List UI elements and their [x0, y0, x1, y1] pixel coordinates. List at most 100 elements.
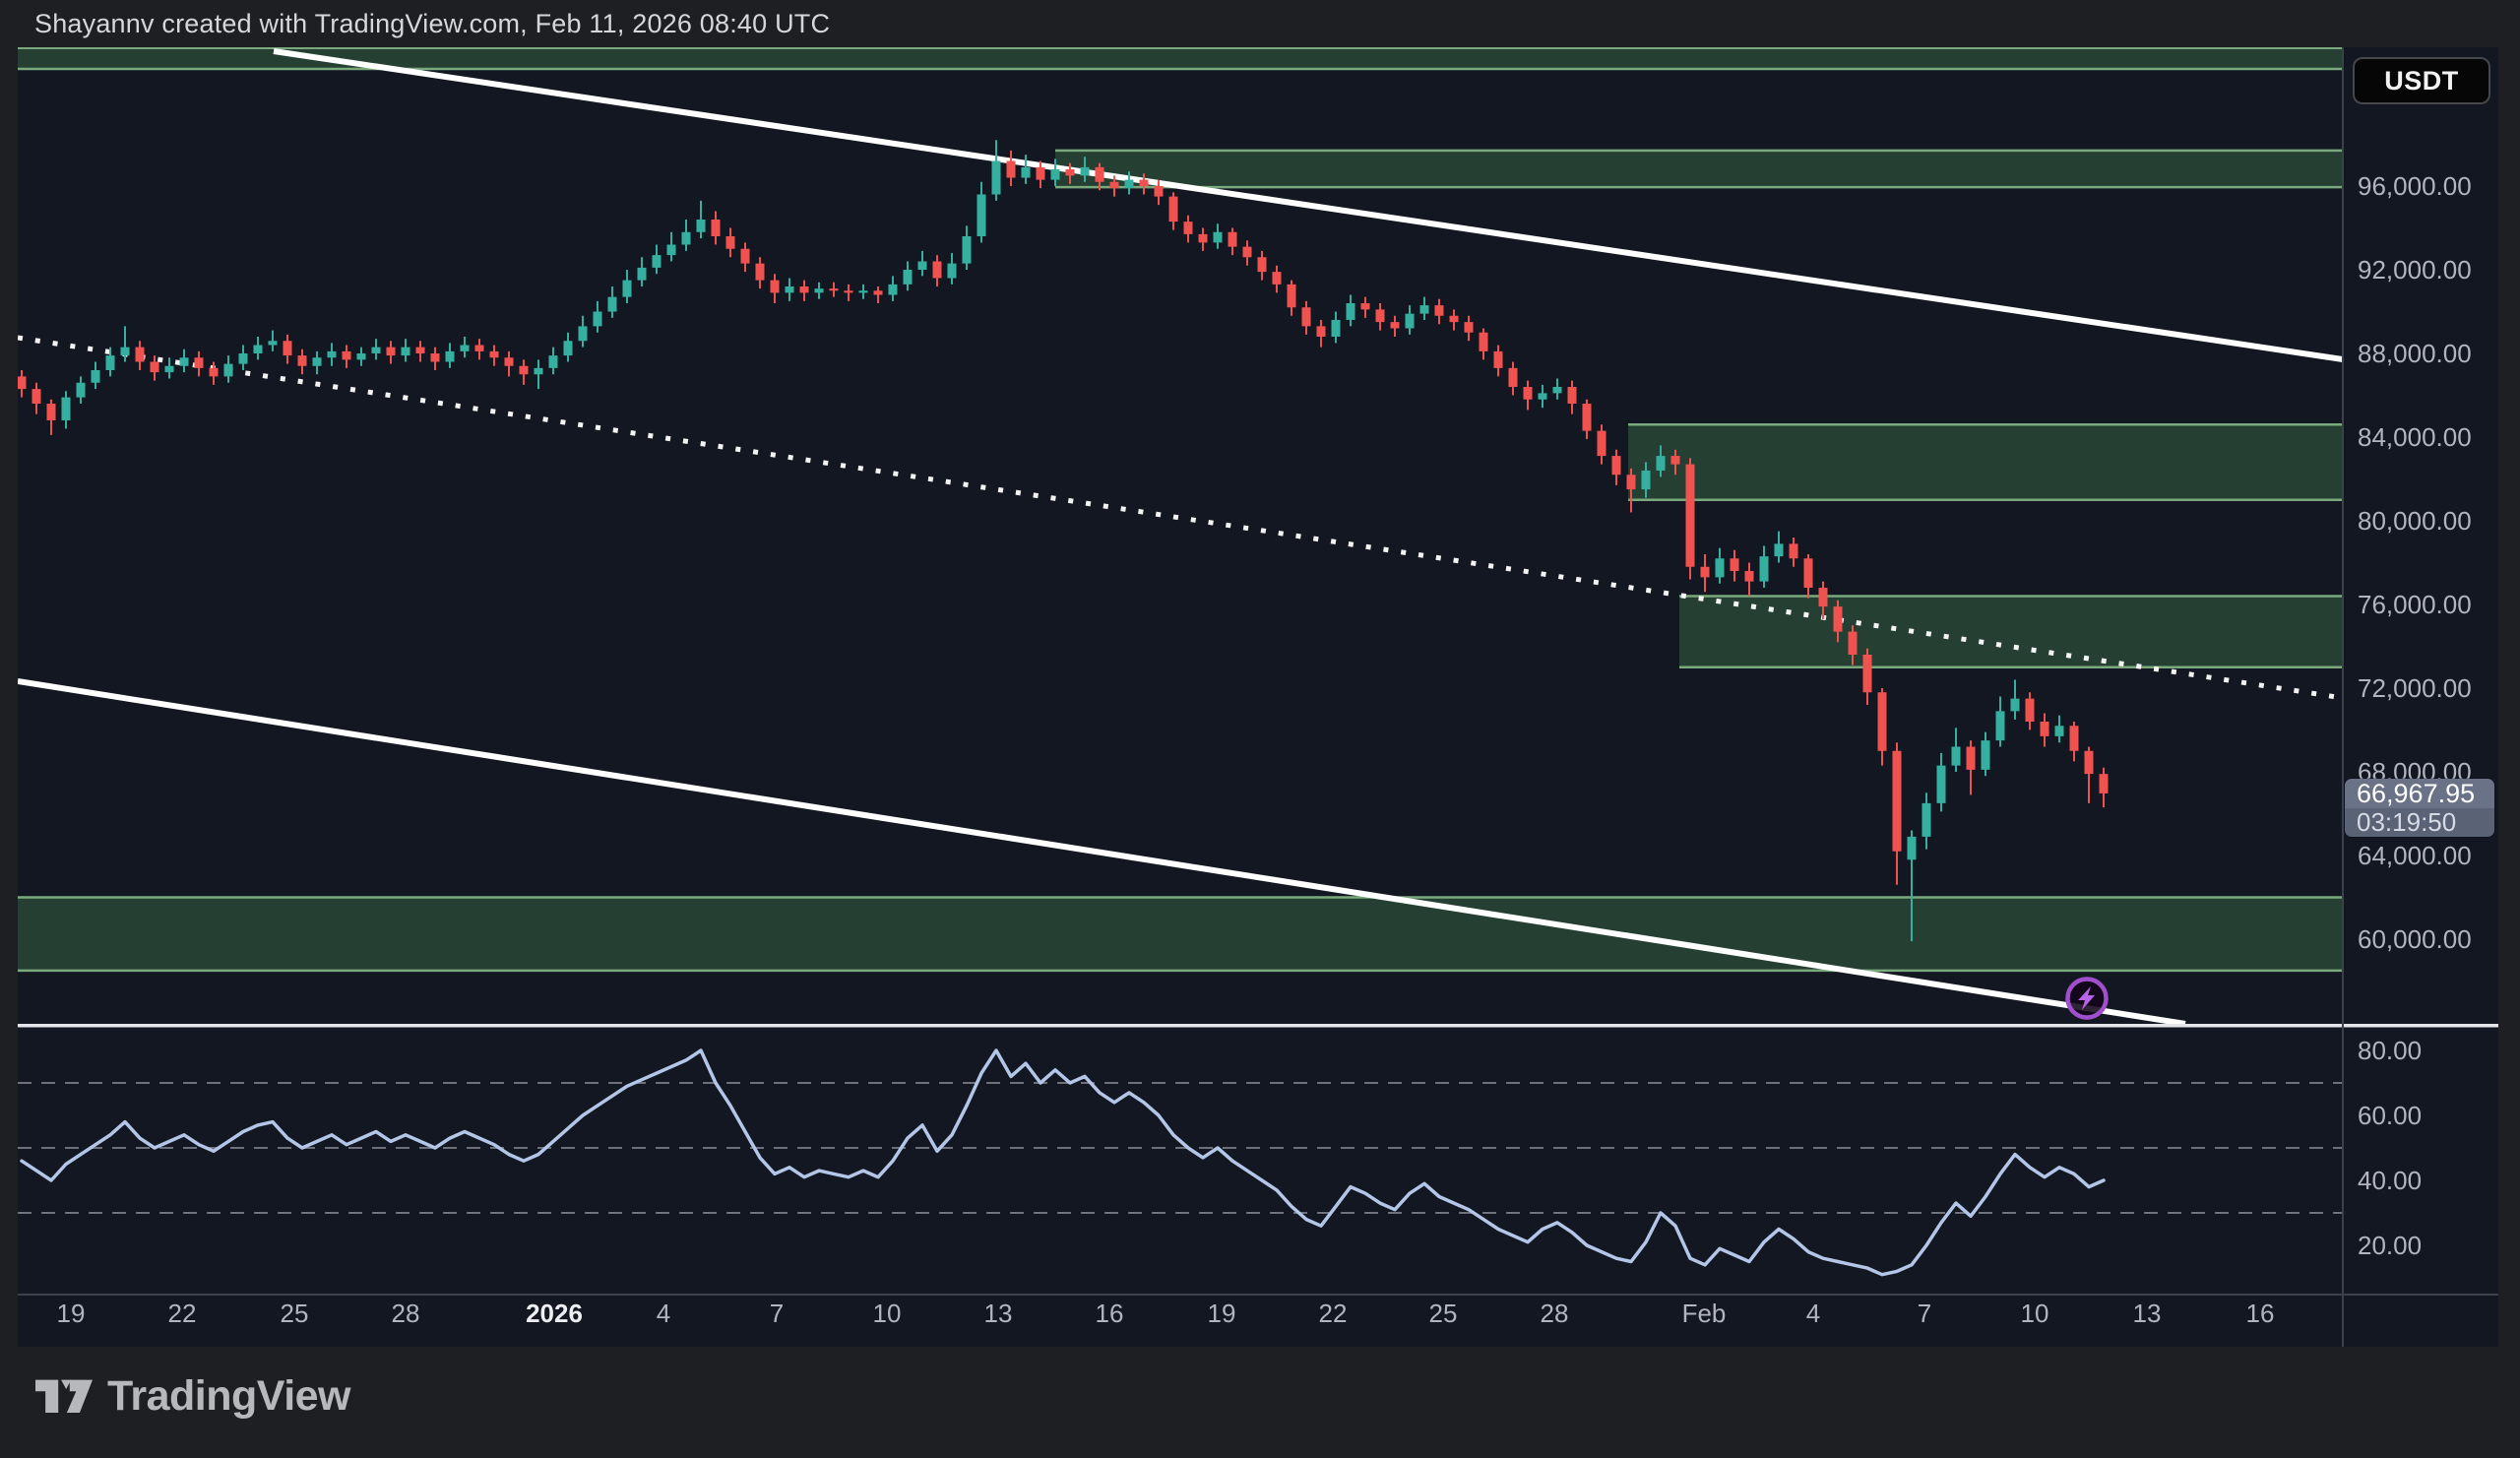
candle	[755, 257, 765, 289]
date-tick-label[interactable]: 16	[1096, 1299, 1124, 1328]
date-tick-label[interactable]: 16	[2246, 1299, 2275, 1328]
date-tick-label[interactable]: 19	[1208, 1299, 1236, 1328]
date-tick-label[interactable]: 22	[168, 1299, 197, 1328]
rsi-pane	[18, 1048, 2343, 1277]
candle	[1700, 554, 1710, 593]
candle	[1641, 462, 1651, 498]
date-tick-label[interactable]: 22	[1319, 1299, 1348, 1328]
candle	[1095, 162, 1104, 191]
candle	[61, 391, 71, 429]
rsi-line	[20, 1048, 2106, 1277]
candle	[1774, 531, 1784, 563]
candle	[371, 339, 381, 360]
candle	[1538, 384, 1547, 409]
candle	[2025, 692, 2035, 730]
supply-demand-zone	[18, 897, 2343, 971]
date-tick-label[interactable]: 4	[1806, 1299, 1820, 1328]
pane-divider[interactable]	[18, 1024, 2498, 1028]
candle	[917, 250, 927, 277]
candle	[1316, 320, 1326, 348]
date-tick-label[interactable]: 19	[57, 1299, 86, 1328]
candle	[2099, 767, 2109, 808]
candle	[1124, 171, 1134, 195]
candle	[1848, 625, 1858, 666]
candle	[903, 261, 913, 291]
price-tick-label[interactable]: 96,000.00	[2358, 171, 2472, 201]
rsi-tick-label[interactable]: 40.00	[2358, 1166, 2422, 1195]
candle	[179, 349, 189, 373]
candle	[1360, 296, 1370, 318]
date-tick-label[interactable]: 2026	[526, 1299, 583, 1328]
date-tick-label[interactable]: 25	[1429, 1299, 1458, 1328]
candle	[504, 350, 514, 377]
date-tick-label[interactable]: 25	[281, 1299, 309, 1328]
candle	[2054, 715, 2064, 743]
last-price-badge: 66,967.95 03:19:50	[2345, 779, 2494, 837]
date-tick-label[interactable]: 13	[2133, 1299, 2162, 1328]
candle	[1375, 303, 1385, 331]
candle	[1346, 294, 1355, 327]
candle	[1228, 227, 1237, 256]
price-tick-label[interactable]: 60,000.00	[2358, 924, 2472, 954]
date-tick-label[interactable]: 28	[392, 1299, 420, 1328]
candle	[223, 355, 233, 383]
date-tick-label[interactable]: 28	[1541, 1299, 1569, 1328]
date-tick-label[interactable]: 4	[657, 1299, 670, 1328]
price-tick-label[interactable]: 92,000.00	[2358, 255, 2472, 285]
candle	[1065, 162, 1075, 184]
date-tick-label[interactable]: 7	[770, 1299, 784, 1328]
candle	[1670, 449, 1680, 475]
price-tick-label[interactable]: 80,000.00	[2358, 506, 2472, 536]
rsi-tick-label[interactable]: 20.00	[2358, 1231, 2422, 1260]
candle	[1611, 449, 1621, 485]
candle	[1523, 380, 1533, 411]
candle	[1685, 458, 1695, 580]
candle	[1567, 380, 1577, 414]
candle	[1390, 315, 1400, 337]
supply-demand-zone	[18, 47, 2343, 69]
rsi-tick-label[interactable]: 80.00	[2358, 1036, 2422, 1065]
chart-background	[18, 47, 2498, 1347]
tradingview-logo[interactable]: TradingView	[35, 1372, 351, 1421]
candle	[342, 345, 351, 368]
price-tick-label[interactable]: 88,000.00	[2358, 339, 2472, 368]
candle	[1759, 545, 1769, 588]
date-tick-label[interactable]: 10	[873, 1299, 902, 1328]
candle	[578, 315, 588, 348]
symbol-badge-label: USDT	[2384, 65, 2459, 95]
candle	[607, 286, 617, 318]
price-tick-label[interactable]: 72,000.00	[2358, 673, 2472, 703]
candle	[1021, 155, 1031, 184]
candle	[652, 244, 662, 275]
candle	[474, 339, 484, 360]
date-tick-label[interactable]: 10	[2021, 1299, 2049, 1328]
candle	[637, 257, 647, 286]
candle	[1951, 728, 1961, 772]
candle	[563, 332, 573, 362]
candle	[1331, 311, 1341, 344]
candle	[445, 343, 455, 368]
price-tick-label[interactable]: 64,000.00	[2358, 841, 2472, 870]
candle	[1862, 648, 1872, 705]
candle	[873, 286, 883, 303]
candle	[327, 343, 337, 366]
candle	[844, 284, 853, 301]
date-tick-label[interactable]: 13	[984, 1299, 1013, 1328]
candle	[799, 280, 809, 301]
lightning-bolt-icon[interactable]	[2064, 976, 2110, 1021]
candle	[1154, 179, 1164, 206]
candle	[430, 347, 440, 370]
date-tick-label[interactable]: 7	[1918, 1299, 1931, 1328]
candle	[991, 140, 1001, 201]
date-tick-label[interactable]: Feb	[1682, 1299, 1727, 1328]
candle	[1213, 223, 1223, 249]
candle	[1508, 361, 1518, 396]
symbol-badge[interactable]: USDT	[2353, 57, 2490, 104]
candle	[18, 370, 27, 398]
candle	[1730, 549, 1739, 582]
price-tick-label[interactable]: 76,000.00	[2358, 590, 2472, 619]
rsi-tick-label[interactable]: 60.00	[2358, 1101, 2422, 1130]
price-tick-label[interactable]: 84,000.00	[2358, 422, 2472, 452]
candle	[711, 211, 721, 245]
